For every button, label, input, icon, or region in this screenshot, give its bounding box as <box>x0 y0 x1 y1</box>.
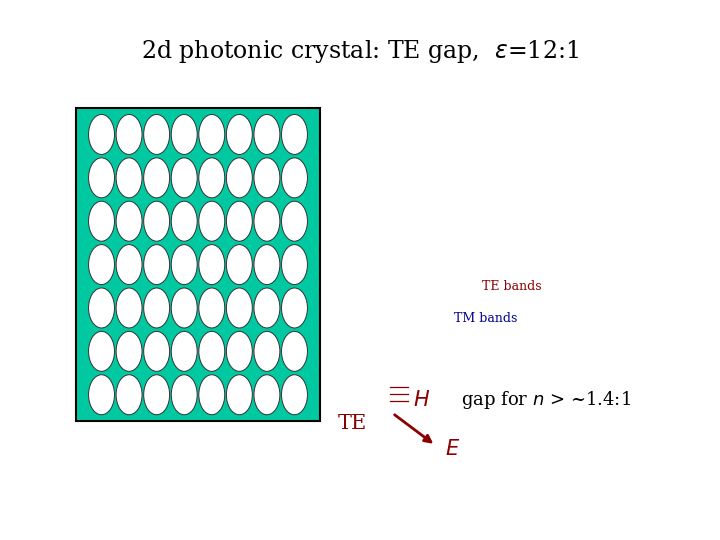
Ellipse shape <box>89 158 114 198</box>
Ellipse shape <box>144 158 170 198</box>
Ellipse shape <box>282 158 307 198</box>
Ellipse shape <box>116 288 142 328</box>
Text: TE bands: TE bands <box>482 280 542 293</box>
Bar <box>76 108 320 421</box>
Ellipse shape <box>282 114 307 154</box>
Ellipse shape <box>116 375 142 415</box>
Text: TE: TE <box>338 414 367 434</box>
Ellipse shape <box>226 332 252 372</box>
Text: $E$: $E$ <box>445 439 460 460</box>
Ellipse shape <box>254 288 280 328</box>
Text: 2d photonic crystal: TE gap,  $\varepsilon$=12:1: 2d photonic crystal: TE gap, $\varepsilo… <box>141 38 579 65</box>
Ellipse shape <box>254 375 280 415</box>
Ellipse shape <box>199 114 225 154</box>
Text: $H$: $H$ <box>413 389 431 410</box>
Ellipse shape <box>199 375 225 415</box>
Ellipse shape <box>199 245 225 285</box>
Ellipse shape <box>89 332 114 372</box>
Ellipse shape <box>144 245 170 285</box>
Ellipse shape <box>282 375 307 415</box>
Ellipse shape <box>171 375 197 415</box>
Ellipse shape <box>282 332 307 372</box>
Ellipse shape <box>282 245 307 285</box>
Ellipse shape <box>171 158 197 198</box>
Ellipse shape <box>282 288 307 328</box>
Ellipse shape <box>254 158 280 198</box>
Ellipse shape <box>254 201 280 241</box>
Ellipse shape <box>226 288 252 328</box>
Ellipse shape <box>116 201 142 241</box>
Ellipse shape <box>171 245 197 285</box>
Ellipse shape <box>226 158 252 198</box>
Ellipse shape <box>171 201 197 241</box>
Ellipse shape <box>116 245 142 285</box>
Ellipse shape <box>254 332 280 372</box>
Ellipse shape <box>144 201 170 241</box>
Ellipse shape <box>171 332 197 372</box>
Ellipse shape <box>226 375 252 415</box>
Ellipse shape <box>89 114 114 154</box>
Ellipse shape <box>89 201 114 241</box>
Ellipse shape <box>116 114 142 154</box>
Ellipse shape <box>116 332 142 372</box>
Ellipse shape <box>89 288 114 328</box>
Ellipse shape <box>89 245 114 285</box>
Ellipse shape <box>171 114 197 154</box>
Ellipse shape <box>171 288 197 328</box>
Ellipse shape <box>254 245 280 285</box>
Text: gap for $n$ > ~1.4:1: gap for $n$ > ~1.4:1 <box>461 389 631 410</box>
Ellipse shape <box>144 332 170 372</box>
Ellipse shape <box>144 375 170 415</box>
Ellipse shape <box>89 375 114 415</box>
Ellipse shape <box>144 114 170 154</box>
Ellipse shape <box>226 201 252 241</box>
Text: TM bands: TM bands <box>454 312 517 325</box>
Ellipse shape <box>116 158 142 198</box>
Ellipse shape <box>199 288 225 328</box>
Ellipse shape <box>199 332 225 372</box>
Ellipse shape <box>199 201 225 241</box>
Ellipse shape <box>226 114 252 154</box>
Ellipse shape <box>144 288 170 328</box>
Ellipse shape <box>282 201 307 241</box>
Ellipse shape <box>199 158 225 198</box>
Ellipse shape <box>254 114 280 154</box>
Ellipse shape <box>226 245 252 285</box>
